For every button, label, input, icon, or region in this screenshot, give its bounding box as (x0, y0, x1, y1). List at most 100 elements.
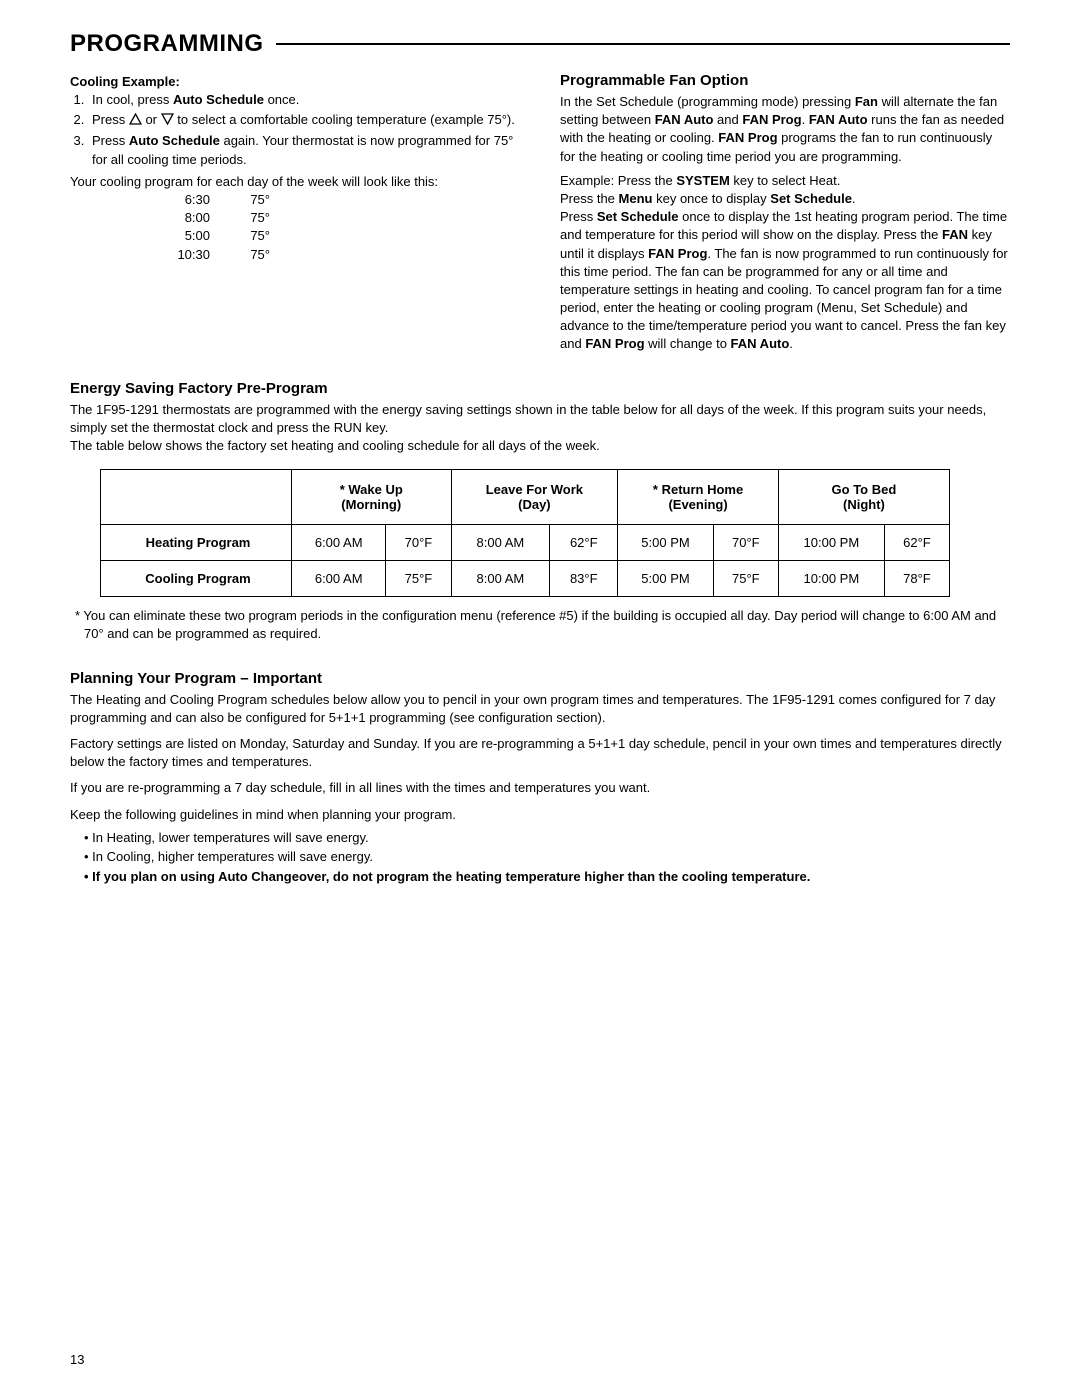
header-wakeup: * Wake Up(Morning) (292, 470, 452, 525)
left-column: Cooling Example: In cool, press Auto Sch… (70, 72, 520, 354)
t: . (852, 191, 856, 206)
t: key to select Heat. (730, 173, 841, 188)
bullet-3: If you plan on using Auto Changeover, do… (84, 867, 1010, 887)
bullet-2: In Cooling, higher temperatures will sav… (84, 847, 1010, 867)
cooling-row: 10:3075° (150, 246, 520, 264)
cell: 6:00 AM (292, 525, 386, 561)
planning-p2: Factory settings are listed on Monday, S… (70, 735, 1010, 771)
planning-section: Planning Your Program – Important The He… (70, 670, 1010, 887)
h-l1: Go To Bed (832, 482, 897, 497)
t: and (713, 112, 742, 127)
cooling-time: 6:30 (150, 191, 210, 209)
cell: 70°F (386, 525, 451, 561)
step-1-text-c: once. (264, 92, 299, 107)
cooling-row: 6:3075° (150, 191, 520, 209)
t-bold: Set Schedule (597, 209, 679, 224)
cooling-time: 10:30 (150, 246, 210, 264)
table-row: Cooling Program 6:00 AM 75°F 8:00 AM 83°… (101, 561, 950, 597)
table-footnote: * You can eliminate these two program pe… (70, 607, 1010, 643)
cooling-temp: 75° (210, 227, 270, 245)
up-triangle-icon (129, 112, 142, 130)
step-2-text-b: or (142, 112, 161, 127)
t: . (802, 112, 809, 127)
fan-para-2: Example: Press the SYSTEM key to select … (560, 172, 1010, 354)
t: will change to (645, 336, 731, 351)
step-1-text-a: In cool, press (92, 92, 173, 107)
cooling-time: 5:00 (150, 227, 210, 245)
cell: 62°F (884, 525, 949, 561)
section-title: PROGRAMMING (70, 30, 264, 58)
cell: 5:00 PM (618, 561, 713, 597)
step-1-bold: Auto Schedule (173, 92, 264, 107)
step-3: Press Auto Schedule again. Your thermost… (88, 132, 520, 168)
cell: 75°F (386, 561, 451, 597)
section-title-row: PROGRAMMING (70, 30, 1010, 58)
h-l2: (Evening) (668, 497, 727, 512)
energy-heading: Energy Saving Factory Pre-Program (70, 380, 1010, 397)
cooling-after-text: Your cooling program for each day of the… (70, 173, 520, 191)
t-bold: FAN Prog (742, 112, 801, 127)
planning-p4: Keep the following guidelines in mind wh… (70, 806, 1010, 824)
step-2-text-c: to select a comfortable cooling temperat… (174, 112, 515, 127)
cooling-row: 5:0075° (150, 227, 520, 245)
fan-option-heading: Programmable Fan Option (560, 72, 1010, 89)
header-return: * Return Home(Evening) (618, 470, 779, 525)
table-row: Heating Program 6:00 AM 70°F 8:00 AM 62°… (101, 525, 950, 561)
two-column-layout: Cooling Example: In cool, press Auto Sch… (70, 72, 1010, 354)
cell: 8:00 AM (451, 525, 550, 561)
t-bold: SYSTEM (676, 173, 729, 188)
fan-para-1: In the Set Schedule (programming mode) p… (560, 93, 1010, 166)
row-label: Heating Program (101, 525, 292, 561)
step-1: In cool, press Auto Schedule once. (88, 91, 520, 109)
t-bold: Menu (619, 191, 653, 206)
cell: 70°F (713, 525, 778, 561)
bullet-1: In Heating, lower temperatures will save… (84, 828, 1010, 848)
t-bold: Fan (855, 94, 878, 109)
cooling-temp: 75° (210, 191, 270, 209)
cell: 78°F (884, 561, 949, 597)
step-3-bold: Auto Schedule (129, 133, 220, 148)
title-rule (276, 43, 1011, 45)
planning-bullets: In Heating, lower temperatures will save… (70, 828, 1010, 887)
t: Press the (560, 191, 619, 206)
cooling-example-heading: Cooling Example: (70, 74, 520, 89)
planning-p3: If you are re-programming a 7 day schedu… (70, 779, 1010, 797)
t: key once to display (652, 191, 770, 206)
cooling-temp: 75° (210, 246, 270, 264)
cell: 83°F (550, 561, 618, 597)
t-bold: FAN Prog (718, 130, 777, 145)
header-leave: Leave For Work(Day) (451, 470, 618, 525)
down-triangle-icon (161, 112, 174, 130)
t-bold: FAN (942, 227, 968, 242)
page-number: 13 (70, 1352, 84, 1367)
planning-p1: The Heating and Cooling Program schedule… (70, 691, 1010, 727)
cooling-row: 8:0075° (150, 209, 520, 227)
t-bold: Set Schedule (770, 191, 852, 206)
h-l1: * Wake Up (340, 482, 403, 497)
t: In the Set Schedule (programming mode) p… (560, 94, 855, 109)
cooling-time: 8:00 (150, 209, 210, 227)
t: Press (560, 209, 597, 224)
h-l2: (Morning) (341, 497, 401, 512)
step-2-text-a: Press (92, 112, 129, 127)
energy-p2: The table below shows the factory set he… (70, 437, 1010, 455)
energy-p1: The 1F95-1291 thermostats are programmed… (70, 401, 1010, 437)
step-2: Press or to select a comfortable cooling… (88, 111, 520, 130)
cell: 10:00 PM (778, 561, 884, 597)
cell: 5:00 PM (618, 525, 713, 561)
schedule-table: * Wake Up(Morning) Leave For Work(Day) *… (100, 469, 950, 597)
row-label: Cooling Program (101, 561, 292, 597)
table-header-row: * Wake Up(Morning) Leave For Work(Day) *… (101, 470, 950, 525)
t: Example: Press the (560, 173, 676, 188)
t: . (789, 336, 793, 351)
right-column: Programmable Fan Option In the Set Sched… (560, 72, 1010, 354)
h-l1: * Return Home (653, 482, 743, 497)
planning-heading: Planning Your Program – Important (70, 670, 1010, 687)
cooling-temp: 75° (210, 209, 270, 227)
cell: 10:00 PM (778, 525, 884, 561)
cell: 75°F (713, 561, 778, 597)
t-bold: FAN Auto (731, 336, 790, 351)
h-l2: (Day) (518, 497, 551, 512)
t-bold: FAN Auto (809, 112, 868, 127)
t-bold: FAN Prog (585, 336, 644, 351)
